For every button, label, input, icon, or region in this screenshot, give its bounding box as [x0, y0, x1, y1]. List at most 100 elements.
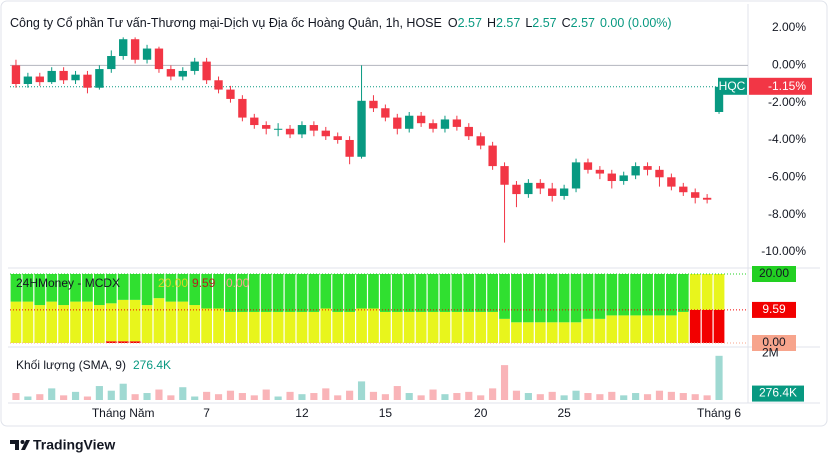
- x-tick-label: Tháng 6: [697, 406, 741, 420]
- volume-bar: [369, 391, 378, 400]
- candle-body: [452, 119, 462, 127]
- mcdx-bar: [403, 274, 415, 312]
- mcdx-bar: [499, 318, 510, 343]
- mcdx-bar: [94, 305, 105, 343]
- mcdx-bar: [677, 311, 689, 343]
- volume-bar: [203, 391, 211, 400]
- mcdx-bar: [260, 311, 272, 343]
- mcdx-bar: [534, 322, 546, 343]
- candle-body: [71, 74, 80, 81]
- mcdx-bar: [34, 305, 46, 343]
- volume-bar: [381, 394, 389, 400]
- volume-bar: [286, 391, 294, 400]
- candle-body: [107, 56, 116, 70]
- mcdx-bar: [46, 301, 58, 343]
- volume-bar: [60, 395, 68, 400]
- volume-bar: [262, 389, 270, 400]
- candle-body: [476, 136, 485, 146]
- candle-body: [238, 98, 247, 118]
- candle-body: [273, 128, 283, 130]
- candle-body: [500, 166, 509, 185]
- sma-legend-value: 276.4K: [133, 358, 171, 372]
- mcdx-bar: [189, 274, 201, 306]
- candle-body: [691, 192, 700, 198]
- mcdx-bar: [439, 274, 451, 312]
- mcdx-bar: [558, 322, 570, 343]
- candle-body: [250, 117, 259, 126]
- volume-bar: [334, 395, 342, 400]
- mcdx-bar: [594, 274, 606, 319]
- mcdx-bar: [642, 274, 653, 316]
- candle-body: [357, 100, 366, 157]
- volume-bar: [83, 396, 92, 400]
- mcdx-bar: [511, 322, 522, 343]
- candle-body: [571, 162, 581, 189]
- volume-bar: [167, 395, 175, 400]
- candle-body: [440, 119, 450, 129]
- mcdx-bar: [546, 274, 558, 323]
- indicator-legend-value: 20.00: [158, 276, 188, 290]
- mcdx-bar: [534, 274, 546, 323]
- candle-body: [405, 115, 414, 129]
- candle-body: [381, 108, 390, 118]
- mcdx-bar: [117, 274, 129, 300]
- candle-body: [190, 61, 199, 71]
- volume-bar: [346, 390, 354, 400]
- level-tag: [752, 301, 796, 318]
- mcdx-bar: [654, 274, 665, 316]
- mcdx-bar: [320, 308, 332, 343]
- candle-body: [393, 117, 402, 129]
- volume-bar: [143, 393, 151, 400]
- mcdx-bar: [618, 315, 630, 343]
- mcdx-bar: [70, 301, 81, 343]
- ohlc-label: H: [487, 16, 496, 30]
- mcdx-bar: [129, 299, 141, 342]
- level-tag: [752, 266, 796, 282]
- y-tick-label: -4.00%: [768, 132, 806, 146]
- y-tick-label: 0.00%: [772, 58, 806, 72]
- candle-body: [262, 125, 271, 129]
- volume-bar: [119, 383, 127, 400]
- mcdx-bar: [701, 309, 713, 343]
- symbol-tag: [718, 77, 747, 95]
- mcdx-bar: [546, 322, 558, 343]
- mcdx-bar: [105, 341, 117, 343]
- mcdx-bar: [177, 274, 189, 302]
- mcdx-bar: [475, 311, 487, 343]
- candle-body: [512, 184, 521, 195]
- candle-body: [309, 125, 319, 131]
- mcdx-bar: [308, 311, 320, 343]
- indicator-title: 24HMoney - MCDX: [16, 276, 120, 290]
- mcdx-bar: [594, 318, 606, 343]
- mcdx-bar: [22, 301, 34, 343]
- mcdx-bar: [570, 322, 582, 343]
- ohlc-value: 2.57: [571, 16, 595, 30]
- sma-tag-label: 276.4K: [759, 386, 797, 400]
- x-tick-label: 7: [203, 406, 210, 420]
- candle-body: [35, 76, 44, 83]
- volume-bar: [608, 391, 616, 400]
- mcdx-bar: [666, 315, 677, 343]
- volume-bar: [500, 365, 509, 400]
- mcdx-bar: [117, 299, 129, 342]
- candle-body: [416, 115, 426, 124]
- candle-body: [142, 48, 152, 60]
- candle-body: [333, 136, 342, 140]
- mcdx-bar: [582, 318, 594, 343]
- ohlc-value: 2.57: [532, 16, 556, 30]
- x-tick-label: 15: [379, 406, 393, 420]
- mcdx-bar: [153, 274, 165, 299]
- volume-bar: [524, 393, 532, 400]
- mcdx-bar: [272, 274, 284, 312]
- candle-body: [643, 166, 652, 170]
- mcdx-bar: [58, 305, 69, 343]
- mcdx-bar: [463, 274, 475, 312]
- candle-body: [559, 188, 569, 196]
- volume-bar: [489, 388, 497, 400]
- candle-body: [178, 70, 187, 77]
- mcdx-bar: [713, 274, 725, 310]
- y-tick-label: 2M: [762, 346, 779, 360]
- last-price-label: -1.15%: [768, 79, 806, 93]
- mcdx-bar: [582, 274, 594, 319]
- candle-body: [166, 69, 176, 77]
